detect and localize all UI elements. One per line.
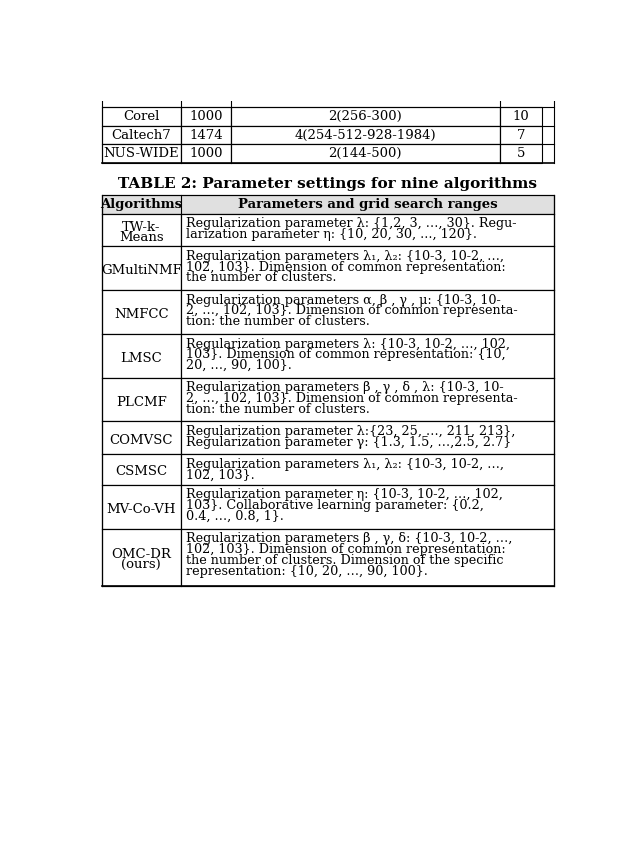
Bar: [230, 107, 500, 126]
Text: (ours): (ours): [122, 559, 161, 572]
Bar: [181, 126, 230, 144]
Text: MV-Co-VH: MV-Co-VH: [106, 502, 176, 516]
Text: NUS-WIDE: NUS-WIDE: [104, 147, 179, 160]
Text: 4(254-512-928-1984): 4(254-512-928-1984): [294, 128, 436, 142]
Text: 10: 10: [513, 110, 529, 123]
Text: 2(256-300): 2(256-300): [328, 110, 402, 123]
Text: Regularization parameter γ: {1.3, 1.5, …,2.5, 2.7}: Regularization parameter γ: {1.3, 1.5, ……: [186, 436, 511, 449]
Text: COMVSC: COMVSC: [109, 434, 173, 447]
Bar: [102, 422, 181, 454]
Bar: [102, 107, 181, 126]
Bar: [102, 126, 181, 144]
Bar: [102, 485, 181, 529]
Text: 102, 103}.: 102, 103}.: [186, 469, 254, 481]
Bar: [181, 454, 554, 485]
Text: TW-k-: TW-k-: [122, 221, 161, 234]
Text: 2, …, 102, 103}. Dimension of common representa-: 2, …, 102, 103}. Dimension of common rep…: [186, 304, 517, 318]
Bar: [102, 290, 181, 334]
Bar: [500, 144, 542, 163]
Text: Caltech7: Caltech7: [111, 128, 171, 142]
Text: 0.4, …, 0.8, 1}.: 0.4, …, 0.8, 1}.: [186, 510, 284, 523]
Bar: [181, 334, 554, 378]
Text: the number of clusters. Dimension of the specific: the number of clusters. Dimension of the…: [186, 554, 503, 567]
Text: OMC-DR: OMC-DR: [111, 548, 172, 561]
Bar: [102, 213, 181, 246]
Text: Corel: Corel: [123, 110, 159, 123]
Bar: [500, 107, 542, 126]
Text: Regularization parameters β , γ , δ , λ: {10-3, 10-: Regularization parameters β , γ , δ , λ:…: [186, 381, 503, 395]
Text: 2, …, 102, 103}. Dimension of common representa-: 2, …, 102, 103}. Dimension of common rep…: [186, 392, 517, 405]
Text: Regularization parameters λ₁, λ₂: {10-3, 10-2, …,: Regularization parameters λ₁, λ₂: {10-3,…: [186, 250, 504, 263]
Text: NMFCC: NMFCC: [114, 308, 168, 321]
Text: 102, 103}. Dimension of common representation:: 102, 103}. Dimension of common represent…: [186, 543, 506, 556]
Text: 5: 5: [517, 147, 525, 160]
Text: 103}. Dimension of common representation: {10,: 103}. Dimension of common representation…: [186, 348, 505, 362]
Bar: [102, 529, 181, 586]
Text: larization parameter η: {10, 20, 30, ..., 120}.: larization parameter η: {10, 20, 30, ...…: [186, 228, 477, 241]
Text: Algorithms: Algorithms: [100, 198, 182, 211]
Text: 7: 7: [516, 128, 525, 142]
Text: Regularization parameters λ: {10-3, 10-2, …, 102,: Regularization parameters λ: {10-3, 10-2…: [186, 337, 509, 351]
Text: Parameters and grid search ranges: Parameters and grid search ranges: [238, 198, 497, 211]
Text: Regularization parameters β , γ, δ: {10-3, 10-2, …,: Regularization parameters β , γ, δ: {10-…: [186, 533, 512, 545]
Text: CSMSC: CSMSC: [115, 465, 168, 478]
Text: Regularization parameters α, β , γ , μ: {10-3, 10-: Regularization parameters α, β , γ , μ: …: [186, 293, 500, 307]
Text: 102, 103}. Dimension of common representation:: 102, 103}. Dimension of common represent…: [186, 260, 506, 273]
Bar: [102, 246, 181, 290]
Text: Regularization parameter λ: {1,2, 3, …, 30}. Regu-: Regularization parameter λ: {1,2, 3, …, …: [186, 217, 516, 230]
Bar: [181, 144, 230, 163]
Text: 1000: 1000: [189, 110, 223, 123]
Text: Regularization parameter η: {10-3, 10-2, …, 102,: Regularization parameter η: {10-3, 10-2,…: [186, 488, 502, 502]
Bar: [102, 144, 181, 163]
Text: 2(144-500): 2(144-500): [328, 147, 402, 160]
Bar: [102, 334, 181, 378]
Bar: [181, 422, 554, 454]
Bar: [230, 144, 500, 163]
Text: Means: Means: [119, 231, 164, 244]
Bar: [102, 195, 554, 213]
Text: TABLE 2: Parameter settings for nine algorithms: TABLE 2: Parameter settings for nine alg…: [118, 177, 538, 191]
Bar: [102, 378, 181, 422]
Bar: [181, 290, 554, 334]
Bar: [500, 126, 542, 144]
Text: 1474: 1474: [189, 128, 223, 142]
Text: tion: the number of clusters.: tion: the number of clusters.: [186, 403, 369, 416]
Text: 20, …, 90, 100}.: 20, …, 90, 100}.: [186, 359, 291, 372]
Text: PLCMF: PLCMF: [116, 395, 166, 409]
Text: Regularization parameters λ₁, λ₂: {10-3, 10-2, …,: Regularization parameters λ₁, λ₂: {10-3,…: [186, 458, 504, 470]
Text: 103}. Collaborative learning parameter: {0.2,: 103}. Collaborative learning parameter: …: [186, 499, 483, 513]
Text: LMSC: LMSC: [120, 352, 162, 365]
Bar: [181, 378, 554, 422]
Text: representation: {10, 20, …, 90, 100}.: representation: {10, 20, …, 90, 100}.: [186, 565, 428, 577]
Bar: [181, 213, 554, 246]
Bar: [181, 246, 554, 290]
Bar: [181, 107, 230, 126]
Text: tion: the number of clusters.: tion: the number of clusters.: [186, 315, 369, 328]
Bar: [181, 529, 554, 586]
Text: the number of clusters.: the number of clusters.: [186, 271, 336, 284]
Bar: [181, 485, 554, 529]
Text: 1000: 1000: [189, 147, 223, 160]
Bar: [230, 126, 500, 144]
Text: GMultiNMF: GMultiNMF: [101, 264, 182, 277]
Bar: [102, 454, 181, 485]
Text: Regularization parameter λ:{23, 25, …, 211, 213},: Regularization parameter λ:{23, 25, …, 2…: [186, 426, 515, 438]
